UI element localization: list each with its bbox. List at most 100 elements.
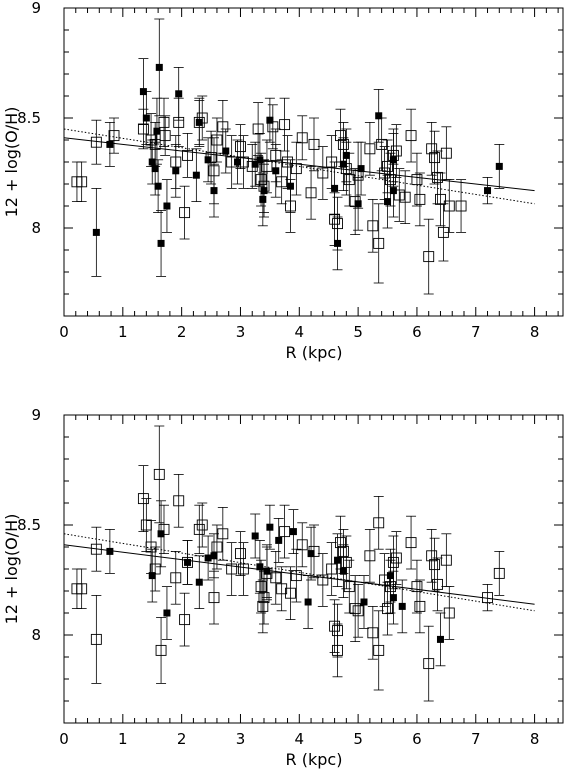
data-point-filled [106, 547, 114, 555]
plot-frame [63, 7, 564, 317]
data-point-open [155, 644, 167, 656]
data-point-filled [92, 228, 100, 236]
data-point-open [279, 119, 291, 131]
data-point-open [382, 160, 393, 172]
data-point-filled [334, 556, 342, 564]
data-point-filled [195, 578, 203, 586]
data-point-filled [172, 167, 180, 175]
data-point-filled [342, 151, 350, 159]
x-tick-label: 6 [412, 323, 422, 341]
data-point-open [290, 163, 302, 175]
data-point-filled [153, 127, 161, 135]
data-point-filled [195, 118, 203, 126]
data-point-open [257, 600, 269, 612]
data-point-open [364, 143, 376, 155]
x-tick-label: 1 [118, 730, 128, 748]
x-tick-label: 8 [530, 323, 540, 341]
data-point-filled [154, 182, 162, 190]
data-point-open [335, 537, 346, 549]
data-point-open [411, 581, 423, 593]
data-point-filled [259, 195, 267, 203]
data-point-open [385, 174, 396, 186]
data-point-open [367, 220, 379, 232]
y-tick-label: 8 [31, 219, 41, 237]
data-point-open [432, 171, 443, 183]
data-point-open [153, 468, 165, 480]
data-point-filled [256, 156, 264, 164]
data-point-open [405, 537, 417, 549]
x-tick-label: 8 [530, 730, 540, 748]
data-point-open [423, 251, 435, 263]
data-point-filled [339, 160, 347, 168]
data-point-open [196, 519, 208, 531]
data-point-open [276, 583, 288, 595]
data-point-open [373, 644, 385, 656]
data-point-open [390, 145, 402, 157]
data-point-filled [331, 184, 339, 192]
data-point-filled [375, 112, 383, 120]
data-point-open [90, 633, 102, 645]
data-point-open [237, 563, 249, 575]
data-point-filled [210, 552, 218, 560]
data-point-filled [263, 567, 271, 575]
data-point-filled [175, 90, 183, 98]
data-point-open [255, 581, 267, 593]
data-point-open [90, 136, 102, 148]
data-point-open [376, 138, 388, 150]
data-point-open [493, 567, 505, 579]
data-point-open [426, 550, 438, 562]
data-point-filled [436, 635, 444, 643]
data-point-filled [357, 165, 365, 173]
data-point-open [173, 495, 185, 507]
data-point-filled [307, 550, 315, 558]
data-point-filled [204, 554, 212, 562]
data-point-filled [484, 187, 492, 195]
data-point-open [405, 130, 417, 142]
data-point-open [329, 620, 341, 632]
data-point-filled [163, 202, 171, 210]
data-point-filled [389, 594, 397, 602]
data-point-open [235, 548, 246, 560]
x-tick-label: 4 [295, 323, 305, 341]
data-point-open [429, 559, 441, 571]
data-point-open [399, 191, 411, 203]
data-point-open [340, 556, 352, 568]
data-point-filled [389, 187, 397, 195]
data-point-open [285, 587, 296, 599]
data-point-open [282, 156, 293, 168]
data-point-open [76, 583, 88, 595]
chart-panel-2: 0 1 2 3 4 5 6 7 8 8 8.5 9 R (kpc) 12 + log(O/H) [2, 406, 564, 769]
x-tick-label: 7 [471, 730, 481, 748]
data-point-open [335, 130, 346, 142]
data-point-open [364, 550, 376, 562]
data-point-open [435, 193, 446, 205]
data-point-open [382, 603, 393, 615]
data-point-open [252, 123, 264, 135]
y-axis-label: 12 + log(O/H) [2, 514, 21, 625]
data-point-open [170, 572, 182, 584]
data-point-open [367, 627, 379, 639]
fit-line-solid [63, 137, 535, 192]
data-point-open [390, 552, 402, 564]
data-point-open [182, 149, 193, 161]
fit-line-solid [63, 544, 535, 605]
data-point-filled [151, 165, 159, 173]
data-point-open [226, 563, 238, 575]
data-point-open [455, 200, 467, 212]
data-point-open [296, 539, 308, 551]
fit-line-dotted [63, 533, 535, 612]
data-point-filled [354, 200, 362, 208]
x-tick-label: 2 [177, 323, 187, 341]
data-point-filled [286, 182, 294, 190]
data-point-filled [157, 239, 165, 247]
data-point-open [255, 174, 267, 186]
data-point-open [317, 167, 329, 179]
data-point-open [158, 116, 170, 128]
y-tick-label: 8.5 [17, 109, 41, 127]
y-axis-label: 12 + log(O/H) [2, 107, 21, 218]
data-point-open [429, 152, 441, 164]
x-tick-label: 1 [118, 323, 128, 341]
y-tick-label: 9 [31, 406, 41, 424]
data-point-filled [222, 147, 230, 155]
